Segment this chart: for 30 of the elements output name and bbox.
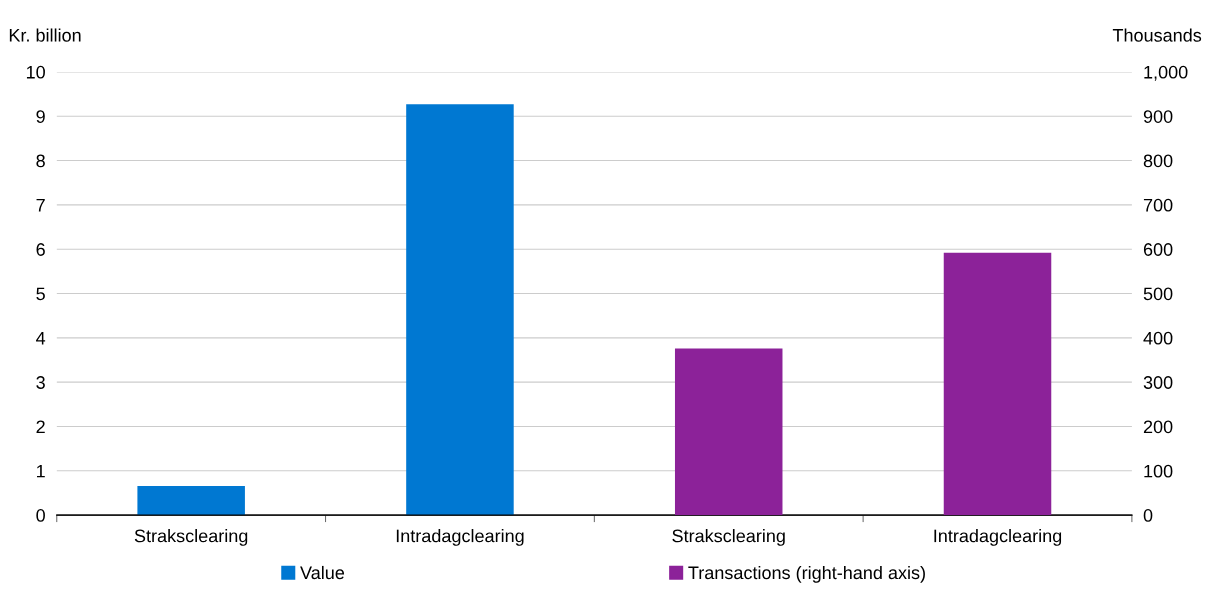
legend-label: Value [300, 565, 345, 580]
y2-tick-label: 500 [1143, 287, 1173, 301]
y2-tick-label: 800 [1143, 154, 1173, 168]
x-tick-label: Straksclearing [672, 529, 785, 546]
y2-tick-label: 400 [1143, 331, 1173, 345]
y-tick-label: 3 [36, 376, 45, 389]
y2-tick-label: 0 [1143, 509, 1153, 522]
y2-tick-label: 700 [1143, 198, 1173, 212]
y-tick-label: 2 [36, 420, 45, 434]
x-tick-label: Intradagclearing [396, 529, 524, 546]
y-tick-label: 10 [26, 65, 45, 79]
x-tick-label: Straksclearing [134, 529, 248, 546]
y2-tick-label: 200 [1143, 420, 1173, 434]
y2-tick-label: 100 [1144, 464, 1173, 478]
y2-tick-label: 900 [1143, 110, 1173, 123]
y-tick-label: 6 [36, 243, 45, 256]
y-tick-label: 4 [36, 331, 46, 345]
y-tick-label: 8 [36, 154, 45, 168]
y2-axis-title: Thousands [1112, 28, 1202, 42]
y2-tick-label: 300 [1143, 376, 1173, 389]
legend-label: Transactions (right-hand axis) [688, 565, 925, 583]
y-tick-label: 5 [36, 287, 45, 301]
y-tick-label: 9 [36, 110, 45, 123]
y2-tick-label: 600 [1143, 243, 1173, 256]
y-tick-label: 0 [36, 509, 45, 522]
y-axis-title: Kr. billion [9, 28, 81, 42]
y-tick-label: 1 [37, 464, 45, 478]
y-tick-label: 7 [36, 198, 45, 212]
x-tick-label: Intradagclearing [934, 529, 1062, 546]
y2-tick-label: 1,000 [1144, 65, 1188, 81]
